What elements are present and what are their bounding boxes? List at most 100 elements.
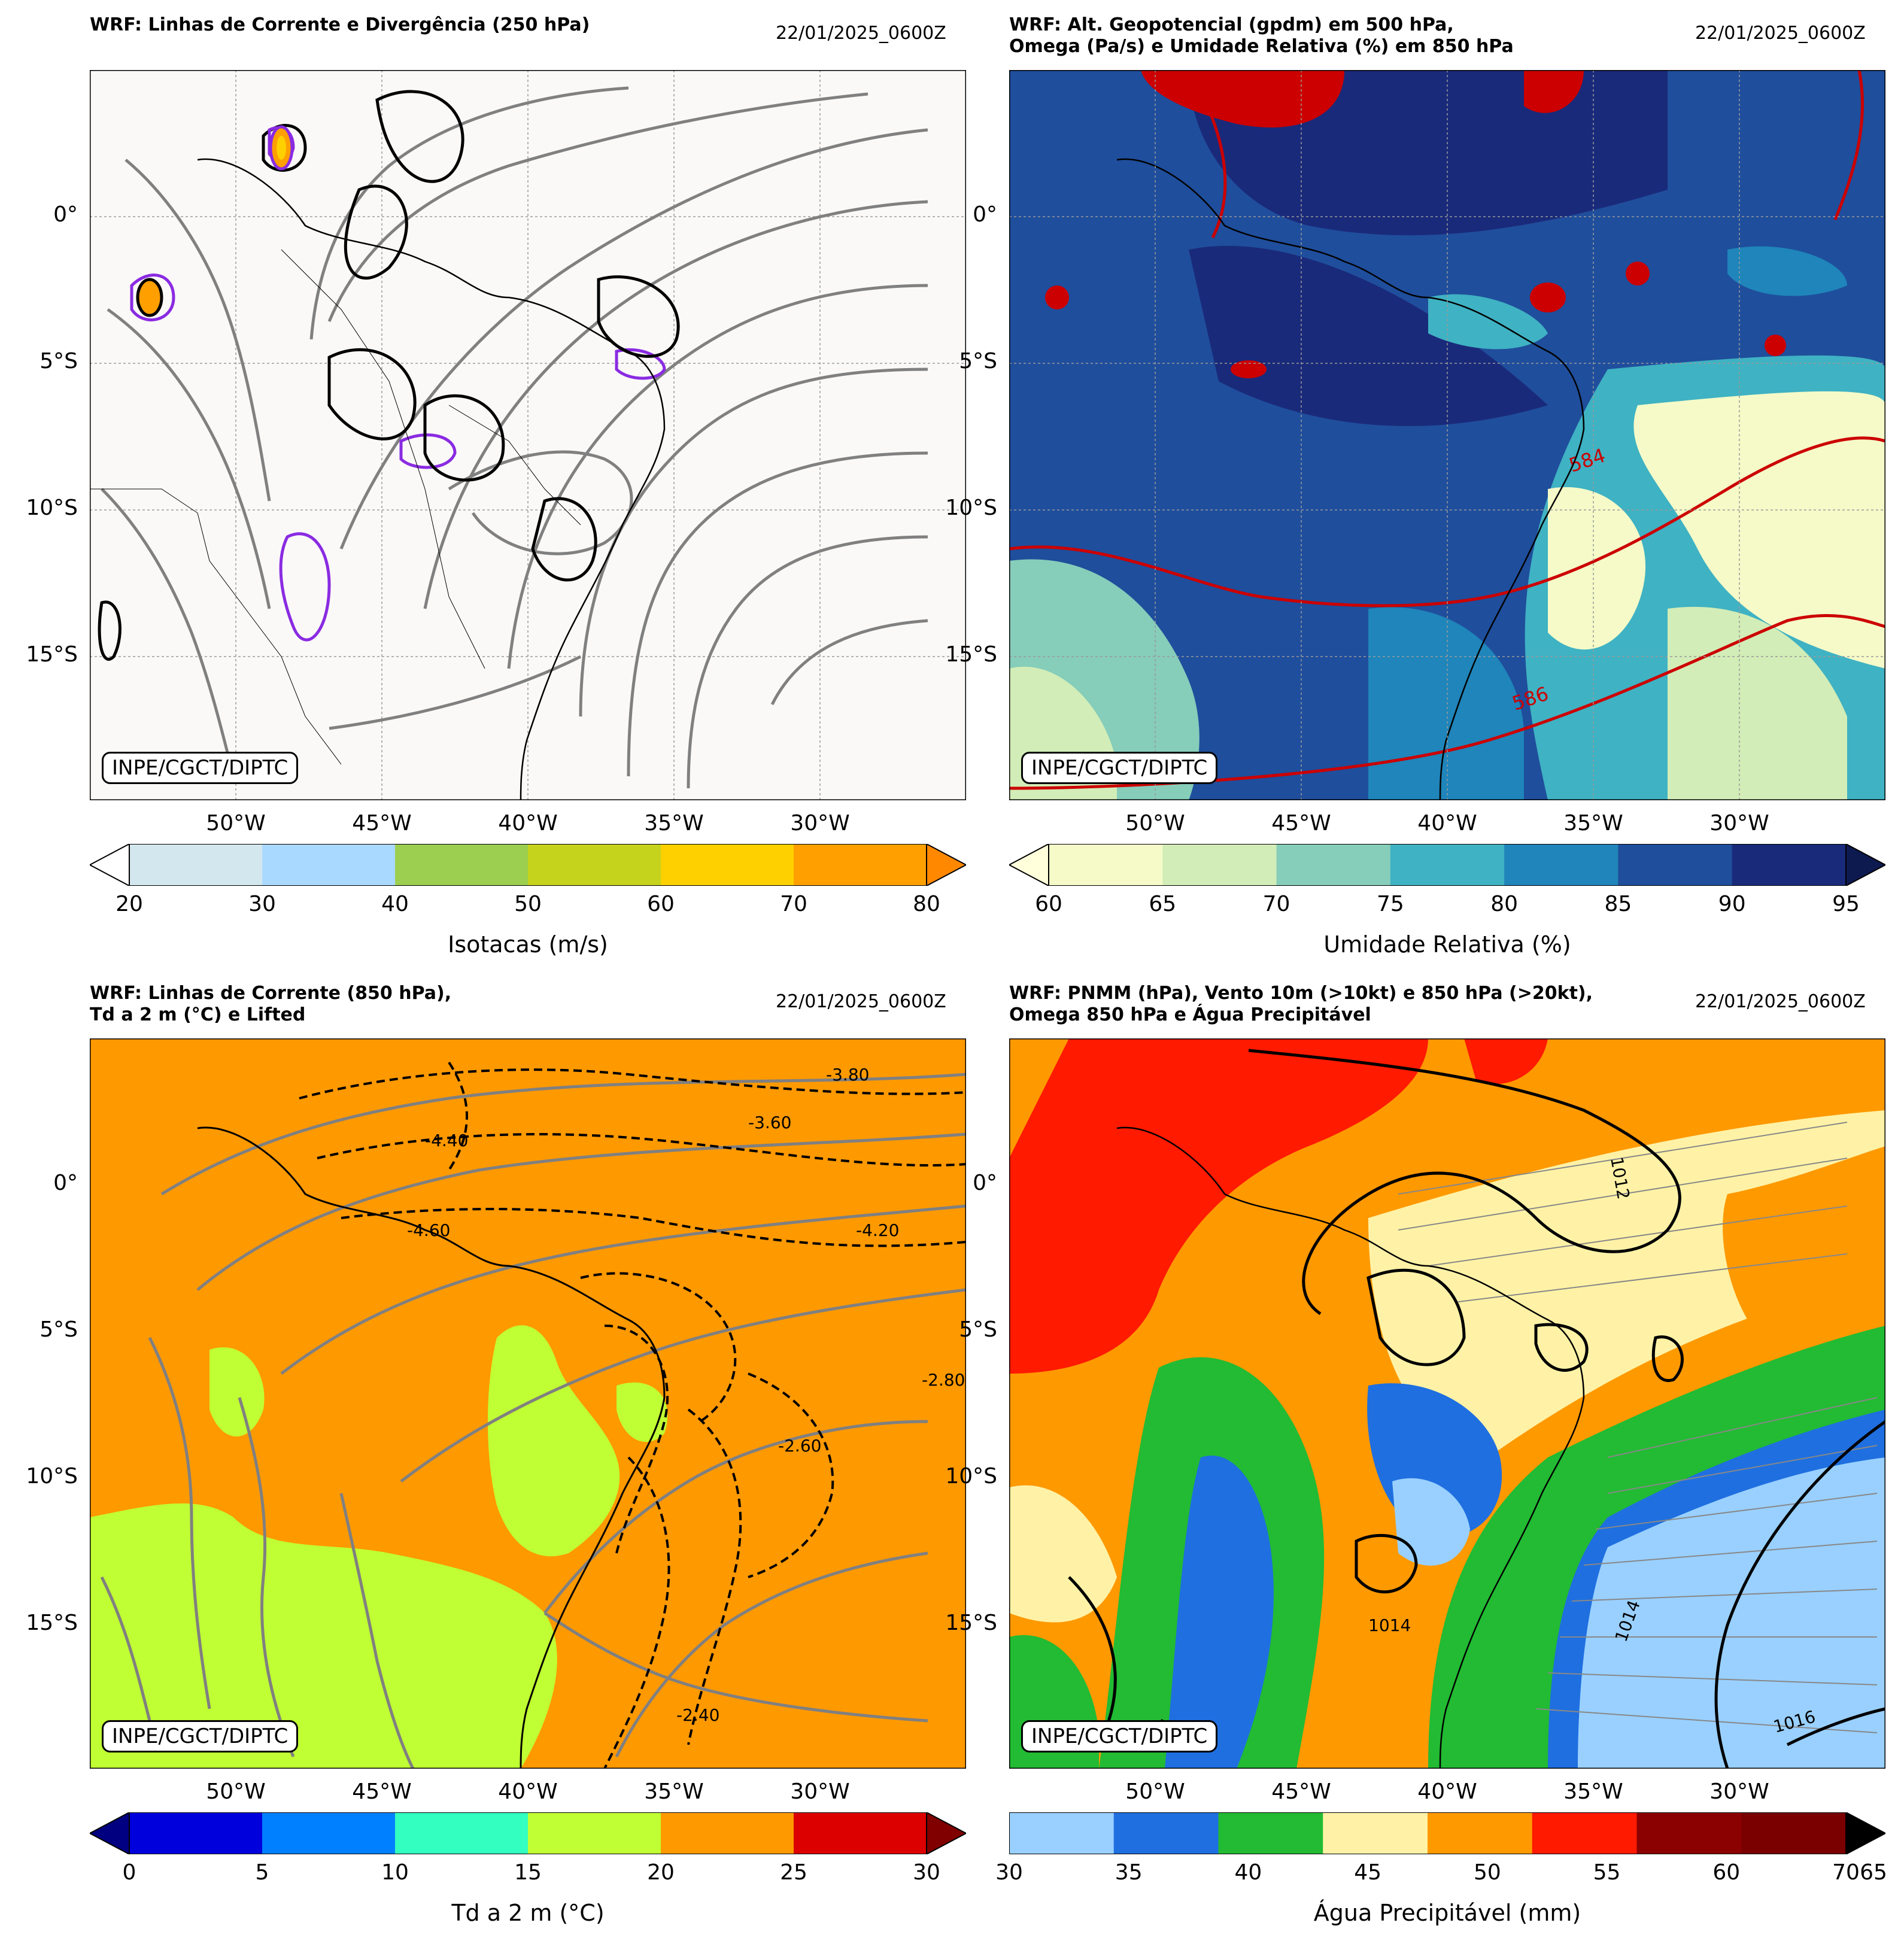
panel2-omega-patches xyxy=(1045,70,1786,378)
panel1-colorbar-extend-low xyxy=(90,844,130,886)
panel4-colorbar-tick-6: 60 xyxy=(1712,1860,1741,1885)
panel1-colorbar-swatch-3 xyxy=(528,844,661,886)
panel2-lon-35w: 35°W xyxy=(1563,811,1623,836)
panel3-contour-label-6: -2.80 xyxy=(922,1370,965,1390)
panel2-colorbar-tick-0: 60 xyxy=(1035,892,1062,916)
panel2-colorbar-swatch-2 xyxy=(1276,844,1391,886)
panel2-colorbar xyxy=(1009,844,1885,886)
panel4-colorbar xyxy=(1009,1812,1885,1854)
panel1-date: 22/01/2025_0600Z xyxy=(776,23,946,44)
panel2-gridlines xyxy=(1009,70,1885,800)
panel1-credit: INPE/CGCT/DIPTC xyxy=(102,752,299,784)
panel2-colorbar-swatch-0 xyxy=(1049,844,1163,886)
panel2-title-line1: WRF: Alt. Geopotencial (gpdm) em 500 hPa… xyxy=(1009,14,1454,35)
panel3-colorbar xyxy=(90,1812,966,1854)
panel3-map[interactable]: -4.60 -4.40 -4.20 -3.60 -3.80 -2.80 -2.6… xyxy=(90,1038,966,1769)
panel2-colorbar-label: Umidade Relativa (%) xyxy=(1323,931,1571,958)
panel4-contour-label-2: 1014 xyxy=(1368,1615,1411,1635)
panel3-lifted-contours xyxy=(299,1061,966,1769)
panel1-lon-35w: 35°W xyxy=(644,811,704,836)
panel1-lat-15s: 15°S xyxy=(26,642,78,667)
panel3-lon-35w: 35°W xyxy=(644,1779,704,1804)
panel4-colorbar-swatch-5 xyxy=(1532,1812,1637,1854)
panel1-lat-5s: 5°S xyxy=(40,349,78,373)
panel4-colorbar-swatch-3 xyxy=(1323,1812,1428,1854)
panel3-lat-15s: 15°S xyxy=(26,1611,78,1635)
panel1-map[interactable] xyxy=(90,70,966,800)
panel3-contour-label-3: -4.20 xyxy=(856,1220,899,1240)
panel3-lon-50w: 50°W xyxy=(206,1779,266,1804)
panel2-map[interactable]: 584 586 xyxy=(1009,70,1885,800)
panel1-colorbar-swatch-5 xyxy=(794,844,927,886)
panel1-colorbar-label: Isotacas (m/s) xyxy=(448,931,608,958)
panel2-colorbar-tick-7: 95 xyxy=(1832,892,1860,916)
panel3-colorbar-tick-6: 30 xyxy=(913,1860,940,1885)
panel4-title-line1: WRF: PNMM (hPa), Vento 10m (>10kt) e 850… xyxy=(1009,983,1593,1004)
panel1-colorbar-tick-2: 40 xyxy=(381,892,409,916)
panel1-lat-0: 0° xyxy=(53,202,78,227)
panel1-colorbar-tick-3: 50 xyxy=(514,892,542,916)
panel3-colorbar-swatch-5 xyxy=(794,1812,927,1854)
panel4-colorbar-tick-0: 30 xyxy=(995,1860,1023,1885)
panel3-date: 22/01/2025_0600Z xyxy=(776,991,946,1012)
panel2-colorbar-swatch-6 xyxy=(1732,844,1847,886)
panel4-date: 22/01/2025_0600Z xyxy=(1695,991,1866,1012)
panel3-colorbar-swatch-1 xyxy=(262,1812,396,1854)
panel4-colorbar-swatch-2 xyxy=(1218,1812,1323,1854)
panel3-colorbar-extend-low xyxy=(90,1812,130,1854)
panel2-lon-50w: 50°W xyxy=(1125,811,1185,836)
panel4-credit: INPE/CGCT/DIPTC xyxy=(1021,1720,1218,1752)
panel4-colorbar-extend-high xyxy=(1845,1812,1885,1854)
panel2-colorbar-tick-6: 90 xyxy=(1718,892,1746,916)
panel3-streamlines xyxy=(100,1073,966,1769)
panel3-colorbar-swatch-3 xyxy=(528,1812,661,1854)
panel4-lat-10s: 10°S xyxy=(945,1464,997,1489)
panel4-colorbar-tick-2: 40 xyxy=(1234,1860,1262,1885)
panel2-colorbar-swatch-3 xyxy=(1390,844,1505,886)
panel4-colorbar-frame xyxy=(1009,1812,1847,1854)
panel4-colorbar-tick-5: 55 xyxy=(1593,1860,1621,1885)
panel3-contour-label-4: -3.60 xyxy=(748,1113,791,1132)
panel1-lon-50w: 50°W xyxy=(206,811,266,836)
panel3-colorbar-frame xyxy=(129,1812,927,1854)
panel3-lon-45w: 45°W xyxy=(352,1779,412,1804)
panel3-contour-labels: -4.60 -4.40 -4.20 -3.60 -3.80 -2.80 -2.6… xyxy=(407,1065,965,1725)
panel1-title-line1: WRF: Linhas de Corrente e Divergência (2… xyxy=(90,14,590,35)
panel2-humidity-fields xyxy=(1009,70,1885,800)
panel3-colorbar-swatch-2 xyxy=(395,1812,529,1854)
panel4-map[interactable]: 1012 1014 1014 1014 1016 xyxy=(1009,1038,1885,1769)
panel1-lon-40w: 40°W xyxy=(498,811,558,836)
panel2-colorbar-tick-1: 65 xyxy=(1149,892,1177,916)
panel4-lat-15s: 15°S xyxy=(945,1611,997,1635)
panel4-title: WRF: PNMM (hPa), Vento 10m (>10kt) e 850… xyxy=(1009,983,1593,1026)
panel2-colorbar-frame xyxy=(1048,844,1847,886)
panel4-lat-5s: 5°S xyxy=(959,1317,997,1342)
panel2-lat-10s: 10°S xyxy=(945,496,997,520)
panel3-colorbar-tick-4: 20 xyxy=(647,1860,675,1885)
panel3-colorbar-extend-high xyxy=(926,1812,966,1854)
panel2-coastline xyxy=(1116,158,1585,800)
panel2-colorbar-tick-4: 80 xyxy=(1490,892,1519,916)
panel3-credit: INPE/CGCT/DIPTC xyxy=(102,1720,299,1752)
panel3-colorbar-tick-3: 15 xyxy=(514,1860,542,1885)
panel3-title-line2: Td a 2 m (°C) e Lifted xyxy=(90,1004,306,1025)
panel3-colorbar-swatch-4 xyxy=(661,1812,794,1854)
panel1-colorbar-swatch-2 xyxy=(395,844,529,886)
panel3-coastline xyxy=(197,1126,666,1769)
panel2-title-line2: Omega (Pa/s) e Umidade Relativa (%) em 8… xyxy=(1009,36,1514,57)
panel2-lon-45w: 45°W xyxy=(1271,811,1331,836)
panel4-wind-barbs xyxy=(1398,1122,1878,1733)
panel2-colorbar-swatch-4 xyxy=(1504,844,1618,886)
panel2-title: WRF: Alt. Geopotencial (gpdm) em 500 hPa… xyxy=(1009,14,1514,57)
panel3-colorbar-tick-2: 10 xyxy=(381,1860,409,1885)
panel3-contour-label-8: -2.40 xyxy=(676,1705,719,1725)
panel3-colorbar-tick-1: 5 xyxy=(255,1860,269,1885)
panel2-colorbar-tick-5: 85 xyxy=(1604,892,1632,916)
panel4-lon-30w: 30°W xyxy=(1709,1779,1769,1804)
panel4-colorbar-swatch-0 xyxy=(1009,1812,1115,1854)
panel1-colorbar-tick-0: 20 xyxy=(116,892,143,916)
panel3-colorbar-tick-5: 25 xyxy=(780,1860,807,1885)
panel1-divergence-contours xyxy=(98,90,680,661)
panel2-colorbar-extend-low xyxy=(1009,844,1049,886)
panel4-colorbar-tick-7: 70 xyxy=(1832,1860,1860,1885)
